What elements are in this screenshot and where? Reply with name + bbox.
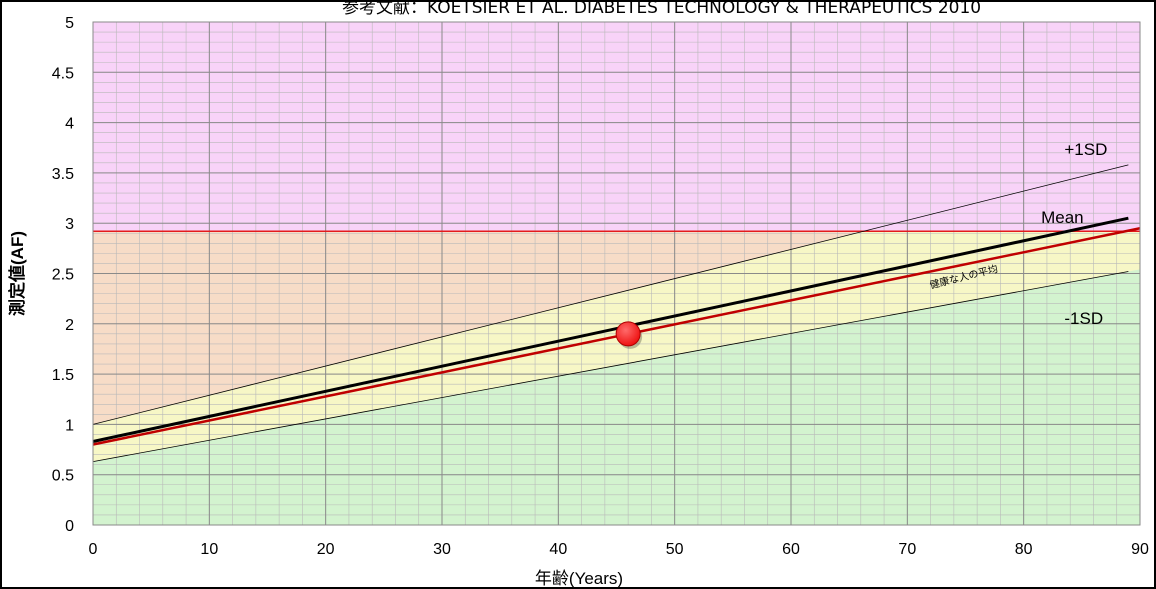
y-tick-label: 4 [65,116,74,133]
y-tick-label: 1.5 [52,367,74,384]
x-tick-label: 10 [200,541,218,558]
x-tick-label: 60 [782,541,800,558]
x-tick-label: 70 [898,541,916,558]
x-tick-label: 90 [1131,541,1149,558]
series-line [92,164,1129,425]
x-tick-label: 30 [433,541,451,558]
x-tick-label: 50 [666,541,684,558]
y-tick-label: 0.5 [52,468,74,485]
y-tick-label: 3.5 [52,166,74,183]
chart-plot: 0 10 20 30 40 50 60 70 80 90 0 0.5 1 1.5 2 2.5 3 3.5 4 4.5 5… [7,15,1149,588]
y-tick-label: 2.5 [52,267,74,284]
y-tick-label: 0 [65,518,74,535]
x-axis-title: 年齢(Years) [535,569,623,588]
x-tick-label: 80 [1015,541,1033,558]
annotation-label: -1SD [1064,309,1103,328]
data-point-marker [615,321,641,347]
y-tick-label: 3 [65,216,74,233]
source-note: 参考文献：KOETSIER ET AL. DIABETES TECHNOLOGY… [342,0,982,18]
plot-border [92,21,1141,526]
y-axis-title: 測定値(AF) [7,231,27,316]
y-tick-label: 4.5 [52,65,74,82]
x-tick-label: 0 [89,541,98,558]
series-line [92,216,1129,443]
series-line [92,271,1129,463]
x-tick-label: 40 [549,541,567,558]
zone-upper-band [93,22,1140,232]
y-tick-label: 1 [65,417,74,434]
annotation-label: +1SD [1064,140,1107,159]
y-tick-label: 5 [65,15,74,32]
x-tick-label: 20 [317,541,335,558]
annotation-label: Mean [1041,208,1084,227]
y-tick-label: 2 [65,317,74,334]
